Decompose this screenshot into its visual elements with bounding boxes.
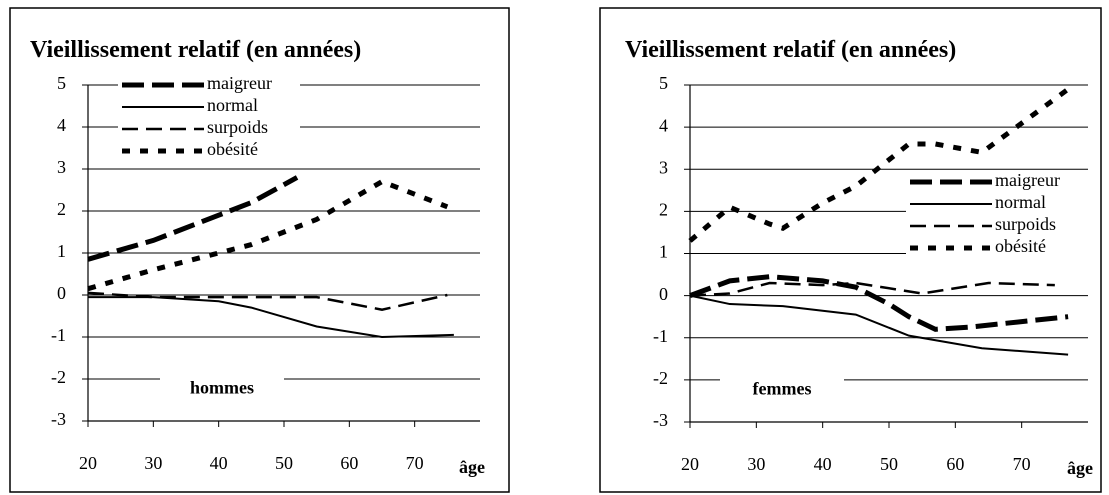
y-tick-label: 2 [659,200,668,220]
y-tick-label: 2 [57,199,66,219]
chart-title: Vieillissement relatif (en années) [625,37,956,63]
y-tick-label: -2 [51,367,66,387]
legend-label: normal [995,192,1046,212]
series-line [689,274,1069,332]
legend-label: obésité [207,139,258,159]
y-tick-label: -3 [653,410,668,430]
x-tick-label: 20 [79,453,97,473]
y-tick-label: 4 [659,115,668,135]
x-tick-label: 50 [880,454,898,474]
chart: Vieillissement relatif (en années) -3 -2 -1… [30,37,485,477]
y-tick-label: 5 [659,73,668,93]
panel-frame [599,7,1102,493]
series-line [88,296,454,339]
x-tick-label: 20 [681,454,699,474]
y-tick-label: 1 [659,242,668,262]
series-line [87,178,449,292]
y-tick-label: 0 [57,283,66,303]
chart-title: Vieillissement relatif (en années) [30,37,361,63]
legend-bg [906,171,1088,259]
y-tick-label: -1 [51,325,66,345]
y-tick-label: 1 [57,241,66,261]
y-tick-label: 0 [659,284,668,304]
series-line [688,87,1070,243]
x-tick-label: 40 [814,454,832,474]
x-tick-label: 60 [340,453,358,473]
legend-label: normal [207,95,258,115]
legend-label: obésité [995,236,1046,256]
x-tick-label: 60 [946,454,964,474]
annotation: femmes [753,379,812,399]
legend-bg [118,74,300,162]
annotation: hommes [190,378,254,398]
x-tick-label: 70 [406,453,424,473]
legend-label: surpoids [995,214,1056,234]
series-line [689,281,1055,297]
annotation-bg [160,376,284,403]
series-line [87,291,448,311]
annotation-bg [720,377,844,404]
series-line [689,294,1069,356]
x-tick-label: 40 [210,453,228,473]
y-tick-label: -2 [653,368,668,388]
y-tick-label: 5 [57,73,66,93]
x-tick-label: 70 [1013,454,1031,474]
panel-frame [9,7,510,493]
legend-label: surpoids [207,117,268,137]
x-axis-label: âge [459,457,485,477]
y-tick-label: -3 [51,409,66,429]
x-tick-label: 50 [275,453,293,473]
legend-label: maigreur [995,170,1060,190]
y-tick-label: 3 [659,157,668,177]
y-tick-label: 3 [57,157,66,177]
y-tick-label: 4 [57,115,66,135]
legend-label: maigreur [207,73,272,93]
y-tick-label: -1 [653,326,668,346]
chart: Vieillissement relatif (en années) -3 -2 -1… [625,37,1093,478]
x-tick-label: 30 [144,453,162,473]
series-line [87,175,299,262]
x-tick-label: 30 [747,454,765,474]
x-axis-label: âge [1067,458,1093,478]
